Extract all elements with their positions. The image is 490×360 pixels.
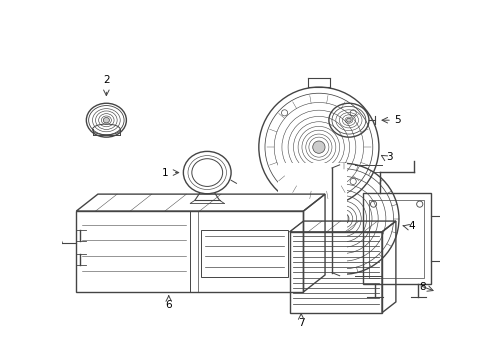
Ellipse shape [103, 117, 109, 123]
Circle shape [338, 213, 349, 224]
Bar [363, 193, 431, 284]
Bar [290, 232, 382, 313]
Text: 6: 6 [166, 300, 172, 310]
Text: 1: 1 [162, 167, 168, 177]
Text: 4: 4 [408, 221, 415, 231]
Bar [201, 230, 288, 276]
Text: 7: 7 [298, 318, 304, 328]
Bar [76, 211, 303, 292]
Text: 8: 8 [419, 282, 425, 292]
Circle shape [313, 141, 325, 153]
Text: 5: 5 [394, 115, 401, 125]
Text: 3: 3 [387, 152, 393, 162]
Ellipse shape [346, 118, 351, 122]
Bar [278, 163, 347, 276]
Text: 2: 2 [103, 75, 110, 85]
Bar [369, 199, 424, 278]
